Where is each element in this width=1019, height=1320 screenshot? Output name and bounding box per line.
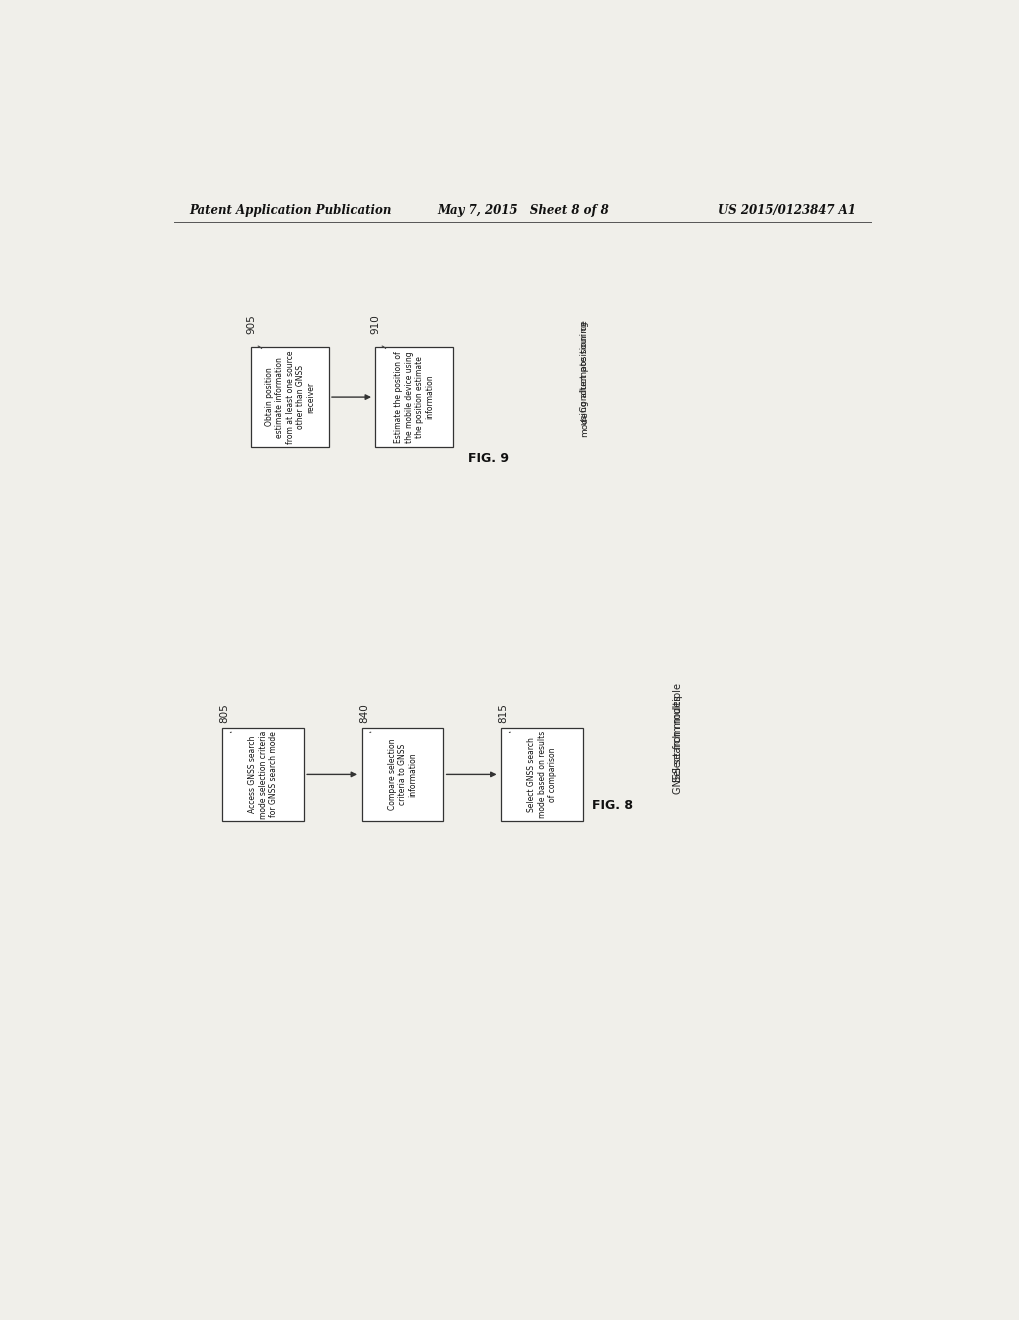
Text: Access GNSS search
mode selection criteria
for GNSS search mode: Access GNSS search mode selection criter… [248,730,278,818]
Text: using alternate sour ce: using alternate sour ce [580,319,589,425]
Text: Patent Application Publication: Patent Application Publication [190,205,391,218]
Text: mode: mode [580,412,589,437]
Bar [501,729,582,821]
Text: Select from multiple: Select from multiple [673,684,682,781]
Bar [362,729,443,821]
Text: 805: 805 [219,704,229,722]
Bar [222,729,304,821]
Bar [252,347,329,447]
Text: US 2015/0123847 A1: US 2015/0123847 A1 [717,205,855,218]
Text: Obtain position
estimate information
from at least one source
other than GNSS
re: Obtain position estimate information fro… [265,350,315,444]
Text: GNSS search modes: GNSS search modes [673,696,682,795]
Text: Conduct positioning: Conduct positioning [580,322,589,412]
Text: May 7, 2015   Sheet 8 of 8: May 7, 2015 Sheet 8 of 8 [436,205,608,218]
Text: FIG. 8: FIG. 8 [592,799,633,812]
Text: Select GNSS search
mode based on results
of comparison: Select GNSS search mode based on results… [527,731,556,818]
Text: 840: 840 [359,704,369,722]
Bar [375,347,452,447]
Text: 910: 910 [370,314,380,334]
Text: Compare selection
criteria to GNSS
information: Compare selection criteria to GNSS infor… [387,739,417,810]
Text: 815: 815 [498,702,507,723]
Text: Estimate the position of
the mobile device using
the position estimate
informati: Estimate the position of the mobile devi… [393,351,434,444]
Text: FIG. 9: FIG. 9 [468,453,510,465]
Text: 905: 905 [247,314,256,334]
